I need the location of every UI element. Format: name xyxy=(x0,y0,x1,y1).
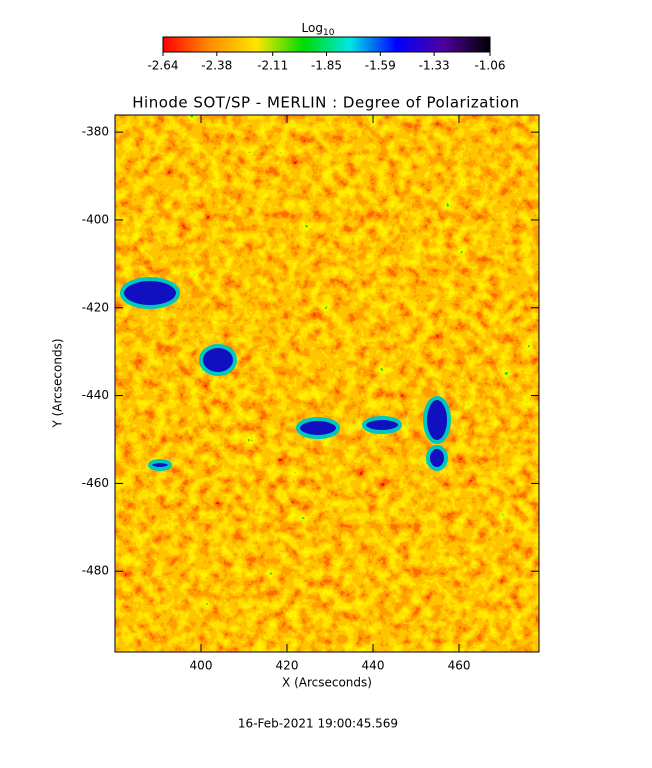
colorbar-tick-label: -1.85 xyxy=(311,59,342,73)
x-axis-label: X (Arcseconds) xyxy=(282,676,372,690)
chart-title: Hinode SOT/SP - MERLIN : Degree of Polar… xyxy=(132,94,519,112)
y-tick-label: -460 xyxy=(82,476,109,490)
colorbar-tick-label: -1.06 xyxy=(474,59,505,73)
x-tick-label: 420 xyxy=(276,659,299,673)
colorbar-tick-label: -2.38 xyxy=(201,59,232,73)
y-tick-label: -380 xyxy=(82,125,109,139)
colorbar-title: Log10 xyxy=(302,21,335,38)
y-tick-label: -440 xyxy=(82,388,109,402)
colorbar-title-main: Log xyxy=(302,21,323,35)
colorbar-tick-label: -1.33 xyxy=(419,59,450,73)
colorbar-tick-label: -1.59 xyxy=(365,59,396,73)
y-tick-label: -400 xyxy=(82,212,109,226)
x-tick-label: 400 xyxy=(190,659,213,673)
colorbar-tick-label: -2.64 xyxy=(147,59,178,73)
y-tick-label: -420 xyxy=(82,300,109,314)
x-tick-label: 460 xyxy=(448,659,471,673)
y-axis-label: Y (Arcseconds) xyxy=(51,338,65,428)
strong-field-patches xyxy=(120,277,451,471)
y-tick-label: -480 xyxy=(82,564,109,578)
x-tick-label: 440 xyxy=(362,659,385,673)
polarization-map xyxy=(115,115,539,652)
colorbar-title-sub: 10 xyxy=(323,28,335,38)
colorbar xyxy=(162,36,491,53)
footer-date: 16-Feb-2021 19:00:45.569 xyxy=(238,717,398,731)
plot-frame xyxy=(114,114,540,653)
colorbar-tick-label: -2.11 xyxy=(257,59,288,73)
